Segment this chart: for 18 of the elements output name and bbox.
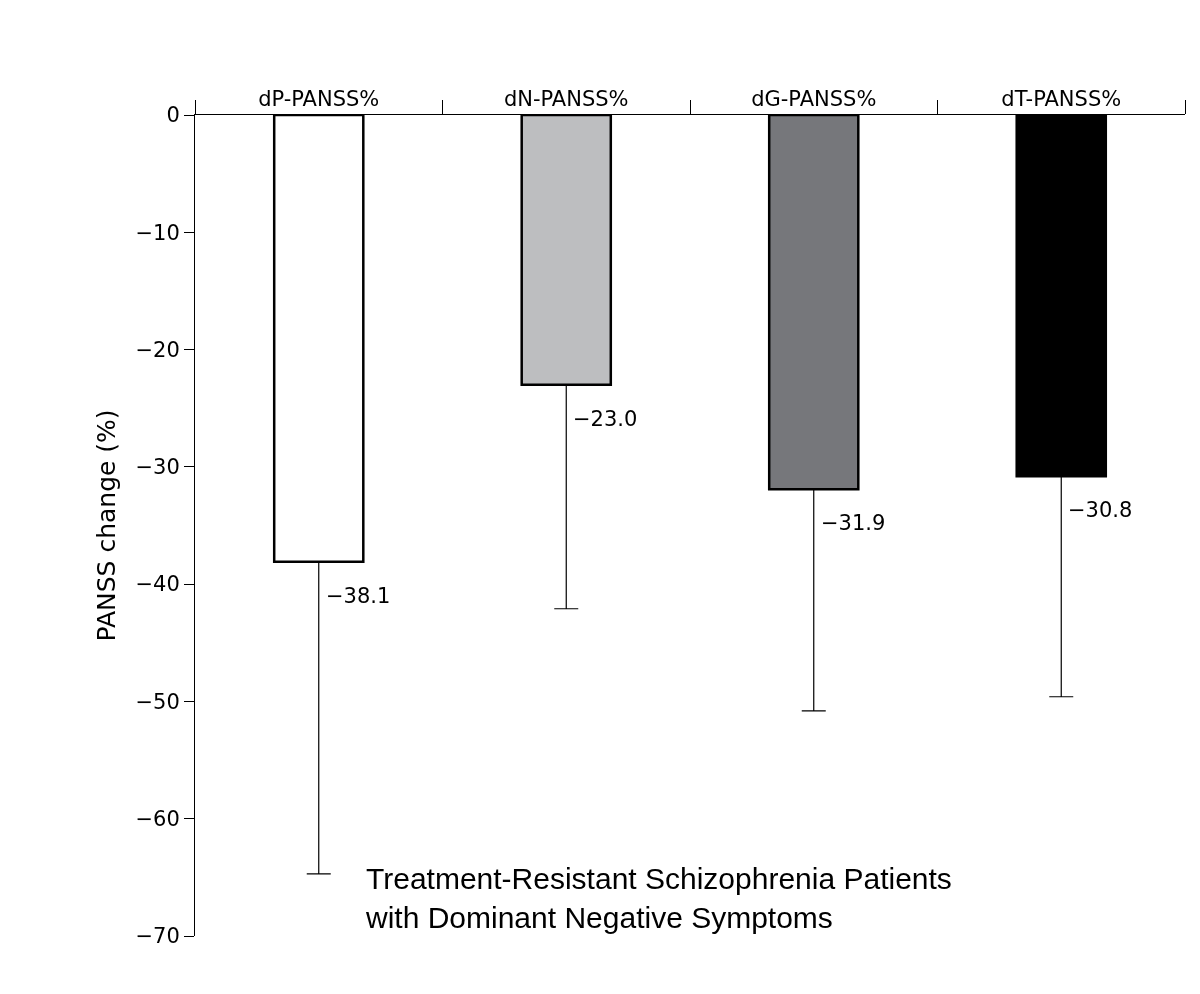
y-tick-label: 0 [166, 103, 180, 128]
y-tick-label: −70 [135, 924, 180, 949]
data-label: −31.9 [821, 511, 886, 535]
x-tick-label: dG-PANSS% [751, 86, 877, 111]
annotation: Treatment-Resistant Schizophrenia Patients with Dominant Negative Symptoms [365, 862, 952, 934]
x-tick-label: dT-PANSS% [1001, 86, 1122, 111]
y-tick-label: −10 [135, 220, 180, 245]
y-axis-title: PANSS change (%) [92, 409, 122, 642]
y-tick-label: −20 [135, 337, 180, 362]
data-label: −30.8 [1068, 498, 1133, 522]
x-tick-label: dP-PANSS% [258, 86, 380, 111]
data-label: −38.1 [326, 584, 391, 608]
y-tick-label: −60 [135, 807, 180, 832]
y-tick-label: −40 [135, 572, 180, 597]
y-tick-label: −30 [135, 455, 180, 480]
x-tick-label: dN-PANSS% [503, 86, 629, 111]
data-label: −23.0 [573, 407, 638, 431]
y-tick-label: −50 [135, 689, 180, 714]
